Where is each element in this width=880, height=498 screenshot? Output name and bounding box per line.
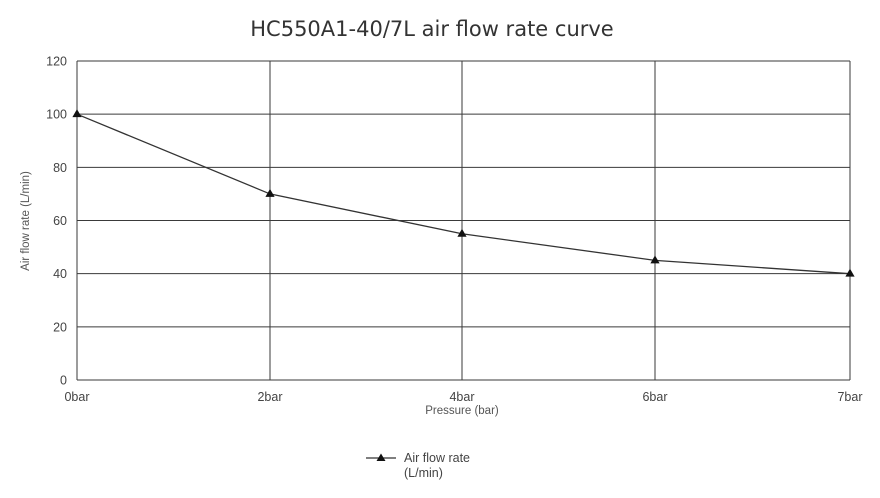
y-tick-label: 120 bbox=[46, 55, 67, 69]
data-point bbox=[845, 268, 855, 277]
y-tick-label: 0 bbox=[60, 374, 67, 388]
y-axis-label: Air flow rate (L/min) bbox=[20, 171, 32, 271]
x-tick-label: 7bar bbox=[837, 390, 862, 404]
y-tick-label: 20 bbox=[53, 320, 67, 334]
legend-label-line2: (L/min) bbox=[404, 466, 443, 480]
legend-triangle-marker bbox=[376, 453, 386, 461]
data-point bbox=[72, 109, 82, 118]
x-axis-ticks: 0bar 2bar 4bar 6bar 7bar bbox=[64, 390, 862, 404]
x-tick-label: 4bar bbox=[449, 390, 474, 404]
x-axis-label: Pressure (bar) bbox=[425, 405, 499, 417]
x-tick-label: 0bar bbox=[64, 390, 89, 404]
grid bbox=[76, 60, 851, 381]
y-tick-label: 80 bbox=[53, 161, 67, 175]
chart-title: HC550A1-40/7L air flow rate curve bbox=[250, 17, 613, 41]
data-point bbox=[457, 228, 467, 237]
legend-label-line1: Air flow rate bbox=[404, 451, 470, 465]
x-tick-label: 6bar bbox=[642, 390, 667, 404]
x-tick-label: 2bar bbox=[257, 390, 282, 404]
y-tick-label: 60 bbox=[53, 214, 67, 228]
series-air-flow-rate bbox=[72, 109, 855, 277]
y-tick-label: 100 bbox=[46, 108, 67, 122]
y-axis-ticks: 0 20 40 60 80 100 120 bbox=[46, 55, 67, 388]
data-point bbox=[265, 188, 275, 197]
series-line bbox=[76, 113, 851, 275]
legend: Air flow rate (L/min) bbox=[366, 451, 470, 480]
data-point bbox=[650, 255, 660, 264]
y-tick-label: 40 bbox=[53, 267, 67, 281]
